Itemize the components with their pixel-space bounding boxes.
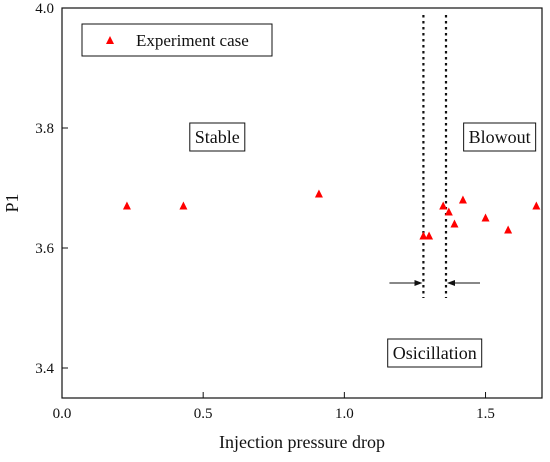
y-tick-label: 4.0 bbox=[35, 1, 54, 17]
data-point bbox=[450, 219, 459, 228]
points-layer bbox=[122, 189, 541, 240]
annotation-label: Blowout bbox=[463, 122, 537, 152]
annotation-box bbox=[387, 338, 483, 368]
y-tick-label: 3.4 bbox=[35, 361, 54, 377]
data-point bbox=[179, 201, 188, 210]
annotation-label: Osicillation bbox=[387, 338, 483, 368]
data-point bbox=[439, 201, 448, 210]
annotation-box bbox=[463, 122, 537, 152]
x-tick-label: 0.0 bbox=[53, 406, 72, 422]
x-axis-title: Injection pressure drop bbox=[219, 432, 385, 452]
data-point bbox=[444, 207, 453, 216]
y-tick-label: 3.8 bbox=[35, 121, 54, 137]
data-point bbox=[425, 231, 434, 240]
y-axis-title: P1 bbox=[2, 193, 22, 212]
ticks-layer: 0.0 0.5 1.0 1.5 3.4 3.6 3.8 4.0 bbox=[35, 1, 495, 422]
annotations-layer: Stable Blowout Osicillation bbox=[189, 122, 537, 368]
dotted-lines-layer bbox=[422, 15, 448, 298]
data-point bbox=[481, 213, 490, 222]
data-point bbox=[419, 231, 428, 240]
legend-box bbox=[81, 23, 273, 57]
data-point bbox=[458, 195, 467, 204]
data-point bbox=[532, 201, 541, 210]
legend-label: Experiment case bbox=[136, 31, 249, 50]
y-tick-label: 3.6 bbox=[35, 241, 54, 257]
annotation-box bbox=[189, 122, 246, 152]
annotation-label: Stable bbox=[189, 122, 246, 152]
x-tick-label: 1.5 bbox=[476, 406, 495, 422]
x-tick-label: 1.0 bbox=[335, 406, 354, 422]
data-point bbox=[122, 201, 131, 210]
annotation-text: Blowout bbox=[469, 127, 531, 147]
annotation-text: Stable bbox=[195, 127, 240, 147]
x-tick-label: 0.5 bbox=[194, 406, 213, 422]
annotation-text: Osicillation bbox=[393, 343, 477, 363]
data-point bbox=[314, 189, 323, 198]
plot-frame bbox=[61, 7, 543, 399]
legend: Experiment case bbox=[81, 23, 273, 57]
data-point bbox=[504, 225, 513, 234]
legend-marker bbox=[106, 36, 114, 44]
